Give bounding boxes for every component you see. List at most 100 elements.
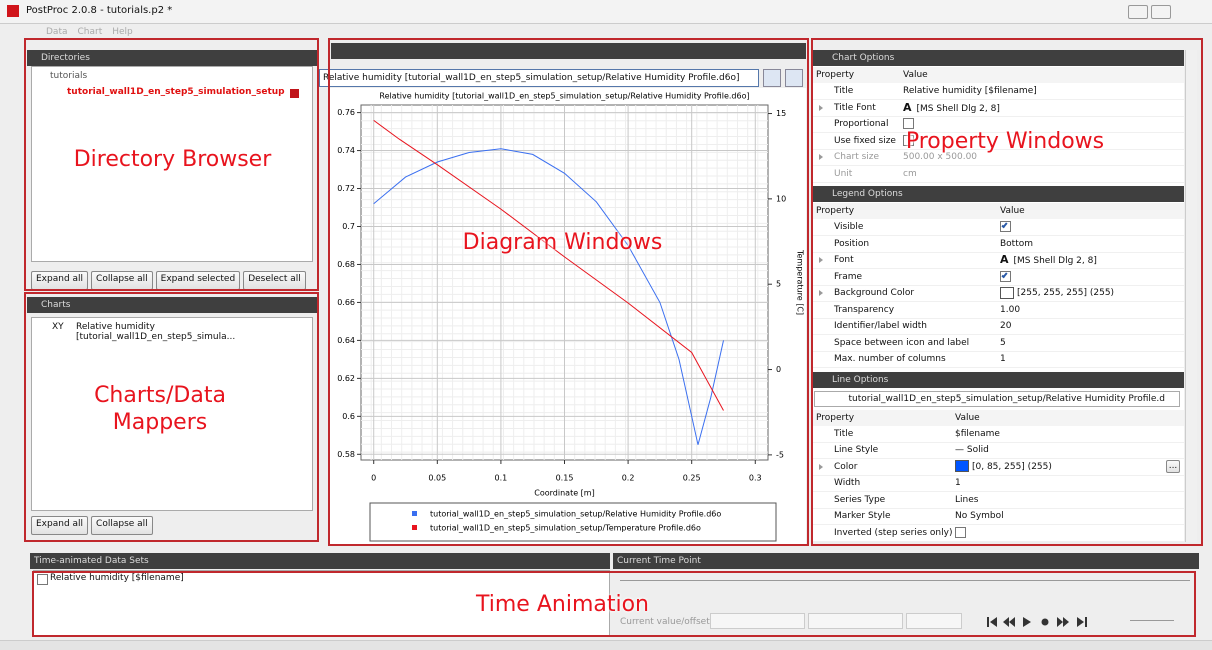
ellipsis-button[interactable]: ... bbox=[1166, 459, 1180, 473]
app-icon bbox=[7, 5, 19, 17]
checkbox[interactable] bbox=[903, 134, 914, 146]
value-text: $filename bbox=[955, 428, 1000, 439]
property-value[interactable]: 5 bbox=[1000, 335, 1006, 351]
charts-buttons: Expand all Collapse all bbox=[31, 516, 153, 535]
title-bar: PostProc 2.0.8 - tutorials.p2 * bbox=[0, 0, 1212, 24]
property-value[interactable]: [255, 255, 255] (255) bbox=[1000, 285, 1114, 301]
toolbar-button[interactable] bbox=[785, 69, 803, 87]
record-button[interactable] bbox=[1041, 618, 1049, 626]
legend-label: tutorial_wall1D_en_step5_simulation_setu… bbox=[430, 510, 721, 519]
first-button[interactable] bbox=[987, 617, 997, 627]
property-value[interactable]: Lines bbox=[955, 492, 978, 508]
button[interactable]: Expand all bbox=[31, 516, 89, 535]
property-value[interactable] bbox=[955, 525, 966, 541]
expander[interactable] bbox=[819, 257, 823, 263]
chart-item[interactable]: Relative humidity [tutorial_wall1D_en_st… bbox=[76, 322, 236, 342]
property-value[interactable]: — Solid bbox=[955, 442, 989, 458]
property-value[interactable]: A [MS Shell Dlg 2, 8] bbox=[1000, 252, 1097, 269]
series-selector[interactable]: tutorial_wall1D_en_step5_simulation_setu… bbox=[814, 390, 1180, 407]
media-controls bbox=[987, 617, 1087, 627]
property-name: Color bbox=[834, 461, 858, 472]
column-header: Property bbox=[812, 203, 1184, 219]
property-value[interactable] bbox=[903, 116, 914, 132]
property-name: Max. number of columns bbox=[834, 354, 946, 364]
property-value[interactable] bbox=[1000, 219, 1011, 235]
chart-selector[interactable]: Relative humidity [tutorial_wall1D_en_st… bbox=[319, 69, 759, 87]
menu-item[interactable]: Data bbox=[46, 27, 68, 37]
offset-input[interactable] bbox=[710, 613, 805, 629]
back-button[interactable] bbox=[1003, 617, 1015, 627]
checkbox[interactable] bbox=[903, 118, 914, 129]
directories-header: Directories bbox=[27, 50, 317, 66]
property-value[interactable]: 1.00 bbox=[1000, 302, 1020, 318]
column-header: Property bbox=[812, 67, 1184, 83]
speed-slider[interactable] bbox=[1130, 620, 1174, 621]
expander[interactable] bbox=[819, 104, 823, 111]
annotation-frame bbox=[24, 38, 319, 291]
property-value[interactable] bbox=[1000, 269, 1011, 285]
column-header: Value bbox=[955, 412, 980, 423]
checkbox[interactable] bbox=[1000, 221, 1011, 232]
property-value[interactable]: $filename bbox=[955, 426, 1000, 442]
property-name: Series Type bbox=[834, 494, 886, 505]
offset-combo[interactable] bbox=[906, 613, 962, 629]
property-value[interactable] bbox=[903, 133, 914, 149]
property-name: Visible bbox=[834, 222, 864, 232]
tree-root[interactable]: tutorials bbox=[50, 71, 88, 81]
minimize-button[interactable] bbox=[1128, 5, 1148, 19]
forward-button[interactable] bbox=[1057, 617, 1069, 627]
property-value[interactable]: [0, 85, 255] (255) bbox=[955, 459, 1052, 475]
property-row: Proportional bbox=[812, 116, 1184, 133]
property-value[interactable]: A [MS Shell Dlg 2, 8] bbox=[903, 100, 1000, 117]
y2-axis-label: Temperature [C] bbox=[796, 249, 805, 315]
button[interactable]: Collapse all bbox=[91, 516, 153, 535]
tree-item[interactable]: tutorial_wall1D_en_step5_simulation_setu… bbox=[67, 87, 285, 97]
property-name: Title bbox=[834, 86, 854, 96]
property-value[interactable]: No Symbol bbox=[955, 508, 1004, 524]
offset-input[interactable] bbox=[808, 613, 903, 629]
legend-label: tutorial_wall1D_en_step5_simulation_setu… bbox=[430, 524, 701, 533]
close-button[interactable] bbox=[1176, 5, 1196, 19]
last-button[interactable] bbox=[1077, 617, 1087, 627]
value-text: No Symbol bbox=[955, 511, 1004, 521]
legend-swatch bbox=[412, 511, 417, 516]
expander[interactable] bbox=[819, 290, 823, 296]
x-tick-label: 0.15 bbox=[556, 474, 574, 483]
property-value[interactable]: Relative humidity [$filename] bbox=[903, 83, 1037, 99]
property-value[interactable]: 500.00 x 500.00 bbox=[903, 149, 977, 165]
expander[interactable] bbox=[819, 463, 823, 470]
property-value[interactable]: 20 bbox=[1000, 318, 1011, 334]
property-name: Unit bbox=[834, 168, 853, 179]
menu-bar: Data Chart Help bbox=[46, 27, 133, 39]
menu-item[interactable]: Help bbox=[112, 27, 133, 37]
value-text: Relative humidity [$filename] bbox=[903, 86, 1037, 96]
time-slider[interactable] bbox=[620, 580, 1190, 581]
time-set-checkbox[interactable] bbox=[37, 574, 48, 585]
offset-label: Current value/offset: bbox=[620, 617, 713, 627]
property-name: Line Style bbox=[834, 445, 879, 455]
maximize-button[interactable] bbox=[1151, 5, 1171, 19]
toolbar-button[interactable] bbox=[763, 69, 781, 87]
expander[interactable] bbox=[819, 154, 823, 160]
value-text: Lines bbox=[955, 494, 979, 505]
property-row: Inverted (step series only) bbox=[812, 525, 1184, 542]
play-button[interactable] bbox=[1023, 617, 1031, 627]
property-value[interactable]: cm bbox=[903, 166, 917, 182]
checkbox[interactable] bbox=[1000, 270, 1011, 282]
time-set-item[interactable]: Relative humidity [$filename] bbox=[50, 573, 184, 583]
property-name: Background Color bbox=[834, 288, 915, 298]
property-value[interactable]: 1 bbox=[955, 475, 961, 491]
section-header: Line Options bbox=[812, 371, 1184, 388]
property-row: Background Color [255, 255, 255] (255) bbox=[812, 285, 1184, 302]
property-value[interactable]: Bottom bbox=[1000, 236, 1033, 252]
menu-item[interactable]: Chart bbox=[77, 27, 103, 37]
chart-type[interactable]: XY bbox=[52, 322, 64, 332]
column-header: Property bbox=[812, 409, 1184, 426]
property-row: Font A [MS Shell Dlg 2, 8] bbox=[812, 252, 1184, 269]
checkbox[interactable] bbox=[955, 526, 966, 538]
font-icon: A bbox=[903, 100, 912, 114]
property-value[interactable]: 1 bbox=[1000, 351, 1006, 367]
scrollbar[interactable] bbox=[1185, 50, 1197, 542]
property-name: Marker Style bbox=[834, 511, 891, 521]
